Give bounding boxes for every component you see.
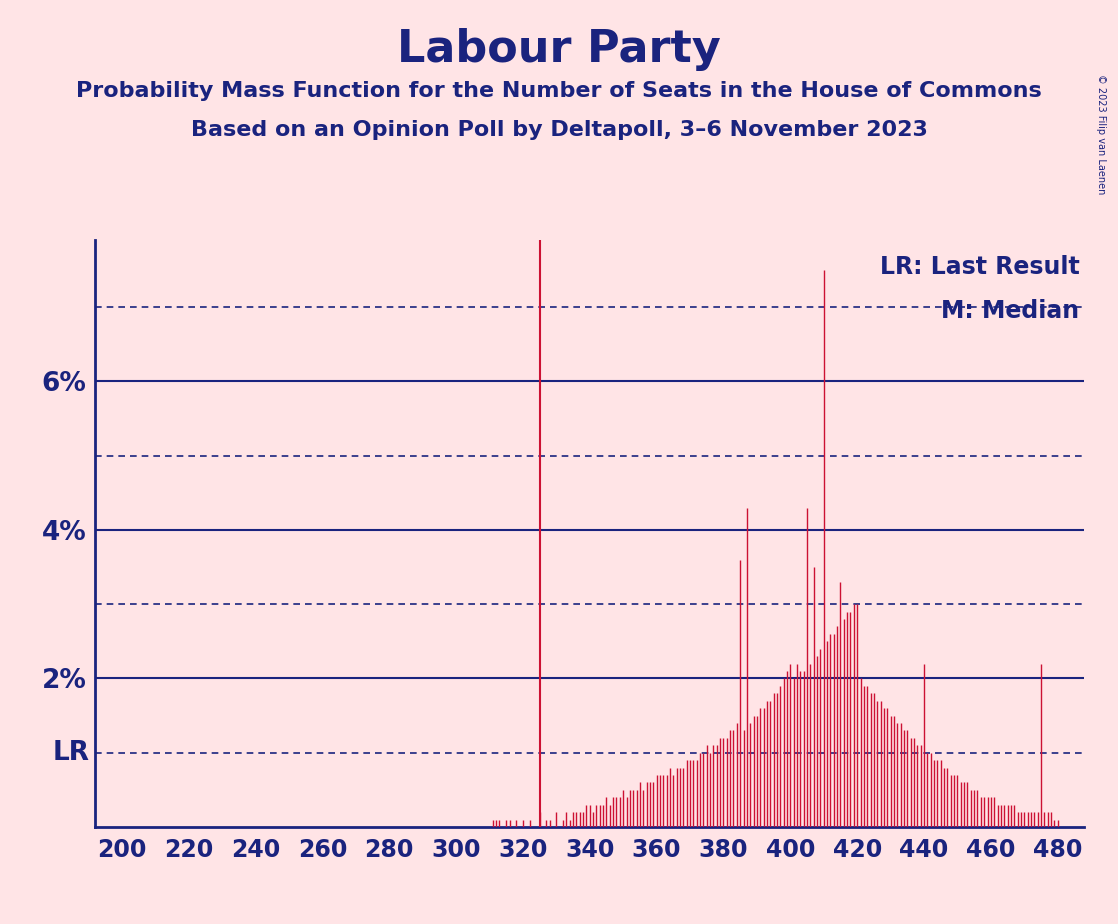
Text: © 2023 Filip van Laenen: © 2023 Filip van Laenen: [1097, 74, 1106, 194]
Text: LR: Last Result: LR: Last Result: [880, 255, 1080, 279]
Text: Based on an Opinion Poll by Deltapoll, 3–6 November 2023: Based on an Opinion Poll by Deltapoll, 3…: [190, 120, 928, 140]
Text: M: Median: M: Median: [941, 299, 1080, 322]
Text: Labour Party: Labour Party: [397, 28, 721, 71]
Text: LR: LR: [53, 740, 91, 766]
Text: Probability Mass Function for the Number of Seats in the House of Commons: Probability Mass Function for the Number…: [76, 81, 1042, 102]
